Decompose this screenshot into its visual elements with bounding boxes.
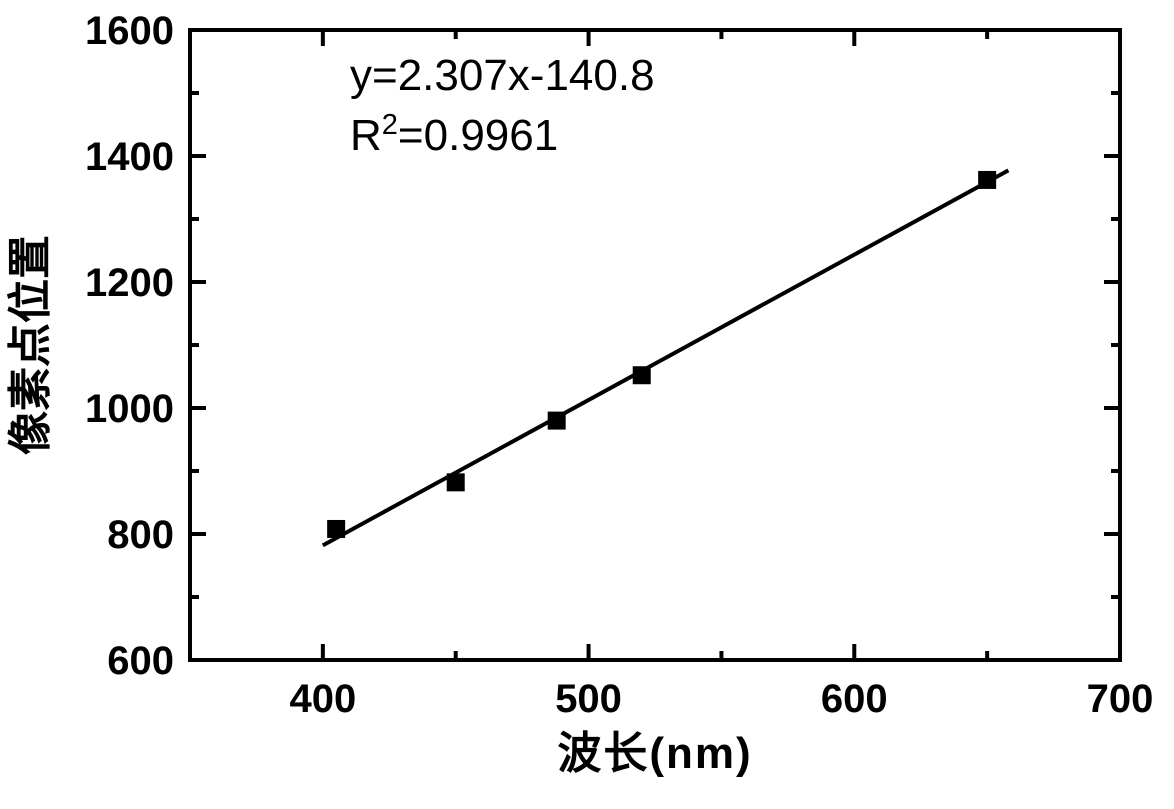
annotation-r2: R2=0.9961 bbox=[350, 109, 558, 160]
x-tick-label: 400 bbox=[289, 677, 356, 721]
y-tick-label: 1000 bbox=[85, 387, 174, 431]
data-point bbox=[978, 171, 996, 189]
chart-container: 400 500 600 700 600 800 1000 1200 1400 1600 波长(nm)… bbox=[0, 0, 1174, 809]
y-axis-title: 像素点位置 bbox=[6, 235, 55, 455]
data-point bbox=[327, 520, 345, 538]
x-tick-label: 600 bbox=[821, 677, 888, 721]
y-tick-label: 800 bbox=[107, 513, 174, 557]
data-point bbox=[548, 412, 566, 430]
annotation-equation: y=2.307x-140.8 bbox=[350, 51, 655, 100]
x-tick-label: 700 bbox=[1087, 677, 1154, 721]
r2-exp: 2 bbox=[382, 109, 398, 141]
r2-prefix: R bbox=[350, 111, 382, 160]
y-tick-label: 1200 bbox=[85, 261, 174, 305]
plot-border bbox=[190, 30, 1120, 660]
fit-line bbox=[323, 170, 1009, 545]
y-tick-label: 1400 bbox=[85, 135, 174, 179]
y-tick-label: 600 bbox=[107, 639, 174, 683]
x-tick-label: 500 bbox=[555, 677, 622, 721]
x-axis-title: 波长(nm) bbox=[557, 729, 752, 778]
y-tick-label: 1600 bbox=[85, 9, 174, 53]
chart-svg: 400 500 600 700 600 800 1000 1200 1400 1600 波长(nm)… bbox=[0, 0, 1174, 809]
data-point bbox=[633, 366, 651, 384]
data-point bbox=[447, 473, 465, 491]
r2-suffix: =0.9961 bbox=[398, 111, 558, 160]
